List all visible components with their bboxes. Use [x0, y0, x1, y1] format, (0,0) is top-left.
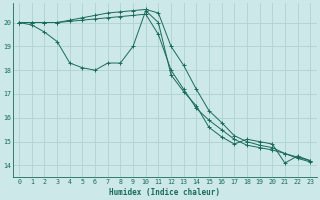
X-axis label: Humidex (Indice chaleur): Humidex (Indice chaleur)	[109, 188, 220, 197]
